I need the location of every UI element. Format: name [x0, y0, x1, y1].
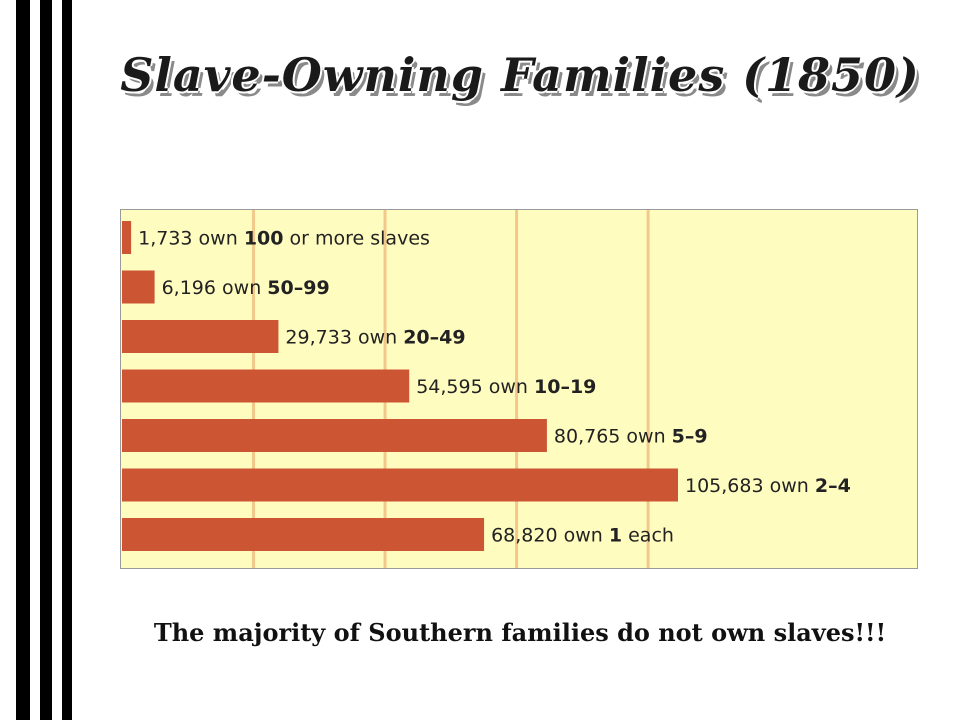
page-title: Slave-Owning Families (1850): [120, 48, 920, 102]
bar-label-count: 1,733: [138, 228, 192, 250]
bar-label-mid: own: [558, 525, 609, 547]
bar: [122, 369, 410, 403]
bar-label: 54,595 own 10–19: [416, 376, 596, 398]
bar-label: 80,765 own 5–9: [554, 426, 708, 448]
decorative-stripe-2: [40, 0, 52, 720]
chart-border: [120, 209, 918, 569]
bar-label-count: 105,683: [685, 475, 764, 497]
bar-label-suffix: each: [622, 525, 674, 547]
bar-label-mid: own: [352, 327, 403, 349]
bar-label-range: 100: [244, 228, 284, 250]
bar-label-mid: own: [620, 426, 671, 448]
bar-label-mid: own: [483, 376, 534, 398]
bar-label-count: 68,820: [491, 525, 557, 547]
bar-label-range: 2–4: [815, 475, 851, 497]
bar-label-count: 29,733: [285, 327, 351, 349]
bar-label-range: 1: [609, 525, 622, 547]
bar-label-range: 5–9: [672, 426, 708, 448]
bar-label-mid: own: [764, 475, 815, 497]
bar-label-mid: own: [216, 277, 267, 299]
bar-label-range: 20–49: [403, 327, 465, 349]
bar: [122, 518, 485, 551]
bar-label-mid: own: [193, 228, 244, 250]
bar-label-count: 6,196: [162, 277, 216, 299]
bar-label: 1,733 own 100 or more slaves: [138, 228, 430, 250]
bar-label: 68,820 own 1 each: [491, 525, 674, 547]
bar-label: 29,733 own 20–49: [285, 327, 465, 349]
bar-label-count: 54,595: [416, 376, 482, 398]
bar-label-suffix: or more slaves: [283, 228, 429, 250]
bar-label: 105,683 own 2–4: [685, 475, 851, 497]
bar: [122, 468, 678, 502]
bar-label-range: 50–99: [267, 277, 329, 299]
bar: [122, 419, 547, 452]
bar: [122, 270, 155, 304]
bar-label: 6,196 own 50–99: [162, 277, 330, 299]
bar-label-count: 80,765: [554, 426, 620, 448]
bar: [122, 320, 279, 353]
bar: [122, 221, 132, 254]
decorative-stripe-1: [16, 0, 30, 720]
caption: The majority of Southern families do not…: [153, 618, 887, 647]
bar-label-range: 10–19: [534, 376, 596, 398]
decorative-stripe-3: [62, 0, 72, 720]
bar-chart: 1,733 own 100 or more slaves 6,196 own 50…: [120, 209, 918, 569]
